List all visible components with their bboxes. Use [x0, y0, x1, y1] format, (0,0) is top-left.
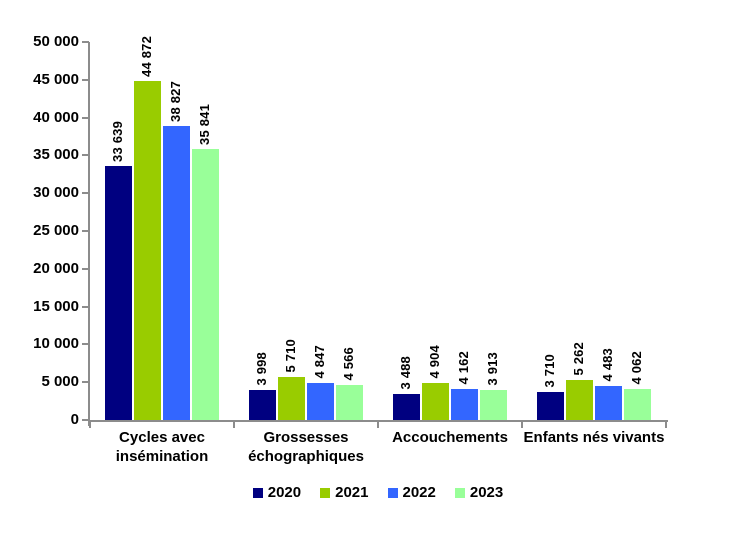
bar-2023-4 [624, 389, 651, 420]
legend-item-2022: 2022 [387, 484, 436, 501]
bar-2023-2 [336, 385, 363, 420]
y-axis-tick-label: 40 000 [33, 108, 79, 126]
x-axis-tick [521, 420, 523, 428]
bar-value-label: 3 710 [542, 354, 557, 388]
legend: 2020 2021 2022 2023 [90, 484, 666, 501]
y-axis-tick [82, 116, 89, 119]
legend-swatch-2023 [454, 487, 465, 498]
y-axis-tick-label: 15 000 [33, 297, 79, 315]
legend-label: 2020 [267, 484, 302, 501]
bar-value-label: 35 841 [197, 104, 212, 145]
legend-label: 2023 [469, 484, 504, 501]
bar-2020-1 [105, 166, 132, 420]
legend-swatch-2020 [252, 487, 263, 498]
legend-label: 2022 [402, 484, 436, 501]
y-axis-tick-label: 30 000 [33, 184, 79, 202]
bar-2020-3 [393, 394, 420, 420]
y-axis-tick [82, 419, 89, 421]
x-axis-tick [665, 420, 667, 428]
y-axis-tick-label: 0 [70, 411, 79, 428]
y-axis-tick-label: 35 000 [33, 146, 79, 164]
y-axis-tick-label: 45 000 [33, 70, 79, 88]
category-label: Cycles avec insémination [115, 429, 209, 465]
bar-2020-2 [249, 390, 276, 420]
category-label: Accouchements [392, 429, 508, 446]
y-axis-tick-label: 50 000 [33, 33, 79, 50]
y-axis-tick-label: 20 000 [33, 259, 79, 277]
y-axis-tick [82, 305, 89, 308]
legend-swatch-2021 [320, 487, 331, 498]
bar-2021-1 [134, 81, 161, 420]
y-axis-tick [82, 154, 89, 157]
x-axis-tick [89, 420, 91, 428]
bar-value-label: 38 827 [168, 81, 183, 122]
y-axis-tick [82, 78, 89, 81]
legend-label: 2021 [335, 484, 369, 501]
y-axis-tick [82, 41, 89, 43]
y-axis-tick-label: 25 000 [33, 222, 79, 239]
bar-value-label: 4 847 [312, 345, 327, 379]
y-axis-tick [82, 230, 89, 232]
bar-value-label: 5 262 [571, 342, 586, 376]
y-axis-tick-label: 5 000 [41, 373, 79, 391]
bar-value-label: 33 639 [110, 121, 125, 162]
y-axis-tick [82, 267, 89, 270]
bar-2020-4 [537, 392, 564, 420]
bar-2022-3 [451, 389, 478, 420]
legend-item-2023: 2023 [454, 484, 504, 501]
y-axis-tick [82, 343, 89, 346]
bar-2022-1 [163, 126, 190, 420]
x-axis-tick [233, 420, 235, 428]
bar-value-label: 3 488 [398, 356, 413, 390]
bar-value-label: 3 913 [485, 352, 500, 386]
bar-2023-3 [480, 390, 507, 420]
bar-2021-2 [278, 377, 305, 420]
bar-value-label: 4 904 [427, 345, 442, 379]
bar-2023-1 [192, 149, 219, 420]
y-axis-tick [82, 192, 89, 195]
category-label: Grossesses échographiques [248, 429, 364, 465]
bar-value-label: 5 710 [283, 339, 298, 373]
bar-value-label: 4 062 [629, 351, 644, 385]
bar-value-label: 44 872 [139, 36, 154, 77]
y-axis-tick [82, 381, 89, 384]
bar-2022-4 [595, 386, 622, 420]
bar-value-label: 4 566 [341, 347, 356, 381]
y-axis-tick-label: 10 000 [33, 335, 79, 353]
category-label: Enfants nés vivants [523, 429, 665, 446]
bar-value-label: 4 483 [600, 348, 615, 382]
bar-2021-3 [422, 383, 449, 420]
bar-value-label: 3 998 [254, 352, 269, 386]
bar-2022-2 [307, 383, 334, 420]
x-axis-tick [377, 420, 379, 428]
legend-item-2020: 2020 [252, 484, 302, 501]
legend-item-2021: 2021 [320, 484, 369, 501]
legend-swatch-2022 [387, 487, 398, 498]
y-axis-line [88, 42, 90, 426]
bar-value-label: 4 162 [456, 351, 471, 385]
bar-2021-4 [566, 380, 593, 420]
